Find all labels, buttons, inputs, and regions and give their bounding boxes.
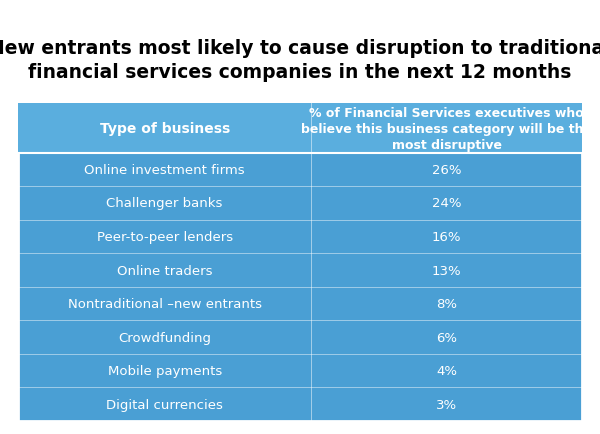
Text: 8%: 8% (436, 297, 457, 310)
Text: 3%: 3% (436, 398, 457, 411)
Text: Peer-to-peer lenders: Peer-to-peer lenders (97, 230, 233, 243)
Text: Nontraditional –new entrants: Nontraditional –new entrants (68, 297, 262, 310)
Text: New entrants most likely to cause disruption to traditional
financial services c: New entrants most likely to cause disrup… (0, 39, 600, 82)
Text: Online traders: Online traders (117, 264, 212, 277)
Text: 24%: 24% (432, 197, 461, 210)
Text: Online investment firms: Online investment firms (85, 164, 245, 177)
Bar (18, 104, 582, 153)
Text: % of Financial Services executives who
believe this business category will be th: % of Financial Services executives who b… (301, 106, 592, 151)
Text: Type of business: Type of business (100, 122, 230, 136)
Text: Challenger banks: Challenger banks (106, 197, 223, 210)
Text: Crowdfunding: Crowdfunding (118, 331, 211, 344)
Text: 13%: 13% (432, 264, 461, 277)
Text: 4%: 4% (436, 364, 457, 377)
Text: 16%: 16% (432, 230, 461, 243)
Text: Mobile payments: Mobile payments (107, 364, 222, 377)
Text: 26%: 26% (432, 164, 461, 177)
Text: 6%: 6% (436, 331, 457, 344)
Text: Digital currencies: Digital currencies (106, 398, 223, 411)
